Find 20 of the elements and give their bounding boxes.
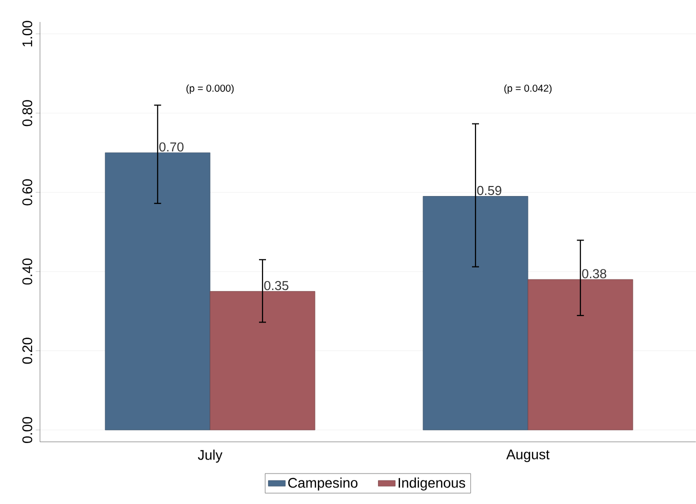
annotation: (p = 0.042): [504, 84, 552, 94]
legend-label: Indigenous: [398, 478, 466, 491]
bar: [422, 196, 528, 430]
legend-label: Campesino: [288, 478, 358, 491]
bar: [210, 291, 316, 430]
y-tick-label: 0.20: [22, 338, 32, 364]
data-label: 0.70: [159, 142, 184, 152]
y-tick-label: 1.00: [22, 20, 32, 46]
bar: [528, 279, 634, 430]
annotation: (p = 0.000): [186, 84, 234, 94]
x-tick-label: August: [506, 450, 550, 462]
y-tick-label: 0.80: [22, 100, 32, 126]
bar: [104, 152, 210, 430]
x-tick-label: July: [198, 450, 222, 463]
data-label: 0.38: [582, 269, 606, 278]
y-tick-label: 0.40: [22, 258, 32, 285]
data-label: 0.35: [264, 281, 288, 290]
y-tick-label: 0.60: [22, 179, 32, 206]
y-tick-label: 0.00: [22, 417, 32, 444]
data-label: 0.59: [477, 186, 502, 196]
